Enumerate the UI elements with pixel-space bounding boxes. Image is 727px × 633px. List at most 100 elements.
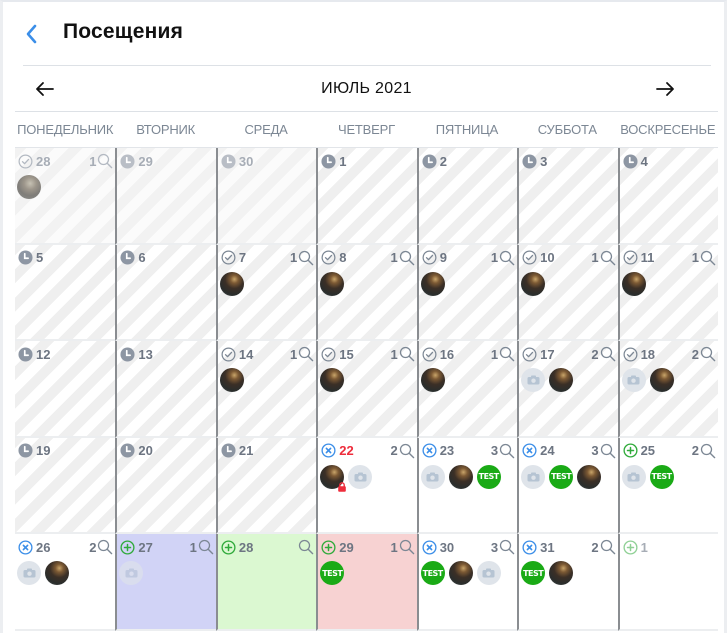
visit-count-search[interactable] [297,539,314,555]
calendar-day-cell[interactable]: 13 [115,341,216,438]
visitor-avatar[interactable] [621,271,646,296]
calendar-day-cell[interactable]: 18 2 [617,341,718,438]
calendar-day-cell[interactable]: 22 2 [316,437,417,535]
visitor-avatar[interactable] [448,561,473,586]
search-icon [299,250,314,265]
cancel-circle-icon [18,540,33,555]
check-circle-icon [623,347,638,362]
calendar-day-cell[interactable]: 3 [517,148,618,245]
placeholder-avatar[interactable] [521,368,546,393]
check-circle-icon [321,250,336,265]
visitor-avatar[interactable] [420,271,445,296]
calendar-day-cell[interactable]: 28 [215,534,317,631]
visitor-avatar[interactable] [448,464,473,489]
calendar-day-cell[interactable]: 12 [15,341,116,438]
visit-count-search[interactable]: 1 [390,539,415,555]
calendar-day-cell[interactable]: 29 1 TEST [316,534,417,631]
day-number: 17 [540,346,555,362]
calendar-day-cell[interactable]: 6 [115,244,216,342]
visit-count-search[interactable]: 1 [89,153,113,169]
visit-count-search[interactable]: 1 [591,250,615,266]
calendar-day-cell[interactable]: 19 [15,437,116,535]
visit-count-search[interactable]: 1 [390,346,415,362]
calendar-day-cell[interactable]: 26 2 [15,534,116,631]
visitor-avatar[interactable] [420,368,445,393]
visit-count-search[interactable]: 1 [290,346,314,362]
visitor-avatar[interactable] [549,561,574,586]
visit-count-search[interactable]: 1 [491,346,515,362]
visit-count-search[interactable]: 3 [591,443,615,459]
calendar-day-cell[interactable]: 10 1 [517,244,618,342]
calendar-day-cell[interactable]: 14 1 [215,341,317,438]
visit-count-search[interactable]: 2 [692,346,716,362]
visit-count-search[interactable]: 1 [491,250,515,266]
calendar-day-cell[interactable]: 20 [115,437,216,535]
calendar-day-cell[interactable]: 30 3 TEST [416,534,518,631]
placeholder-avatar[interactable] [476,561,501,586]
visit-count-search[interactable]: 1 [290,250,314,266]
placeholder-avatar[interactable] [119,561,144,586]
visitor-avatar[interactable] [521,271,546,296]
placeholder-avatar[interactable] [621,368,646,393]
visit-count-search[interactable]: 3 [491,539,515,555]
prev-month-button[interactable] [32,77,58,101]
visitor-avatar-locked[interactable] [320,464,347,492]
calendar-day-cell[interactable]: 17 2 [517,341,618,438]
calendar-day-cell[interactable]: 25 2 TEST [617,437,718,535]
placeholder-avatar[interactable] [420,464,445,489]
visitor-avatar[interactable] [649,368,674,393]
calendar-day-cell[interactable]: 4 [617,148,718,245]
calendar-day-cell[interactable]: 23 3 TEST [416,437,518,535]
calendar-day-cell[interactable]: 16 1 [416,341,518,438]
placeholder-avatar[interactable] [17,561,41,586]
visit-count-search[interactable]: 2 [390,443,415,459]
visitor-avatar[interactable] [219,368,244,393]
calendar-day-cell[interactable]: 2 [416,148,518,245]
calendar-day-cell[interactable]: 1 [617,534,718,631]
visitor-avatar[interactable] [320,368,345,393]
test-badge-avatar[interactable]: TEST [521,561,546,586]
test-badge-avatar[interactable]: TEST [549,464,574,489]
visit-count-search[interactable]: 1 [390,250,415,266]
test-badge-avatar[interactable]: TEST [476,464,501,489]
visit-count-search[interactable]: 3 [491,443,515,459]
placeholder-avatar[interactable] [521,464,546,489]
calendar-day-cell[interactable]: 15 1 [316,341,417,438]
visit-count-search[interactable]: 2 [591,346,615,362]
calendar-day-cell[interactable]: 27 1 [115,534,216,631]
cancel-circle-icon [522,443,537,458]
visitor-avatar[interactable] [549,368,574,393]
calendar-day-cell[interactable]: 30 [215,148,317,245]
calendar-day-cell[interactable]: 5 [15,244,116,342]
placeholder-avatar[interactable] [348,464,373,489]
calendar-day-cell[interactable]: 28 1 [15,148,116,245]
calendar-day-cell[interactable]: 21 [215,437,317,535]
back-button[interactable] [21,22,43,46]
visit-count-search[interactable]: 2 [692,443,716,459]
test-badge-avatar[interactable]: TEST [320,561,345,586]
calendar-day-cell[interactable]: 31 2 TEST [517,534,618,631]
placeholder-avatar[interactable] [621,464,646,489]
visitor-avatar[interactable] [45,561,69,586]
visitor-avatar[interactable] [17,175,41,199]
clock-icon [120,443,135,458]
day-number: 20 [138,443,153,459]
visit-count-search[interactable]: 1 [190,539,214,555]
visit-count-search[interactable]: 2 [591,539,615,555]
visit-count-search[interactable]: 2 [89,539,113,555]
visitor-avatar[interactable] [577,464,602,489]
calendar-day-cell[interactable]: 11 1 [617,244,718,342]
test-badge-avatar[interactable]: TEST [420,561,445,586]
visitor-avatar[interactable] [320,271,345,296]
calendar-day-cell[interactable]: 24 3 TEST [517,437,618,535]
visitor-avatar[interactable] [219,271,244,296]
next-month-button[interactable] [652,77,678,101]
calendar-day-cell[interactable]: 29 [115,148,216,245]
calendar-day-cell[interactable]: 1 [316,148,417,245]
visit-count-search[interactable]: 1 [692,250,716,266]
visitor-avatars: TEST [320,561,345,586]
test-badge-avatar[interactable]: TEST [649,464,674,489]
